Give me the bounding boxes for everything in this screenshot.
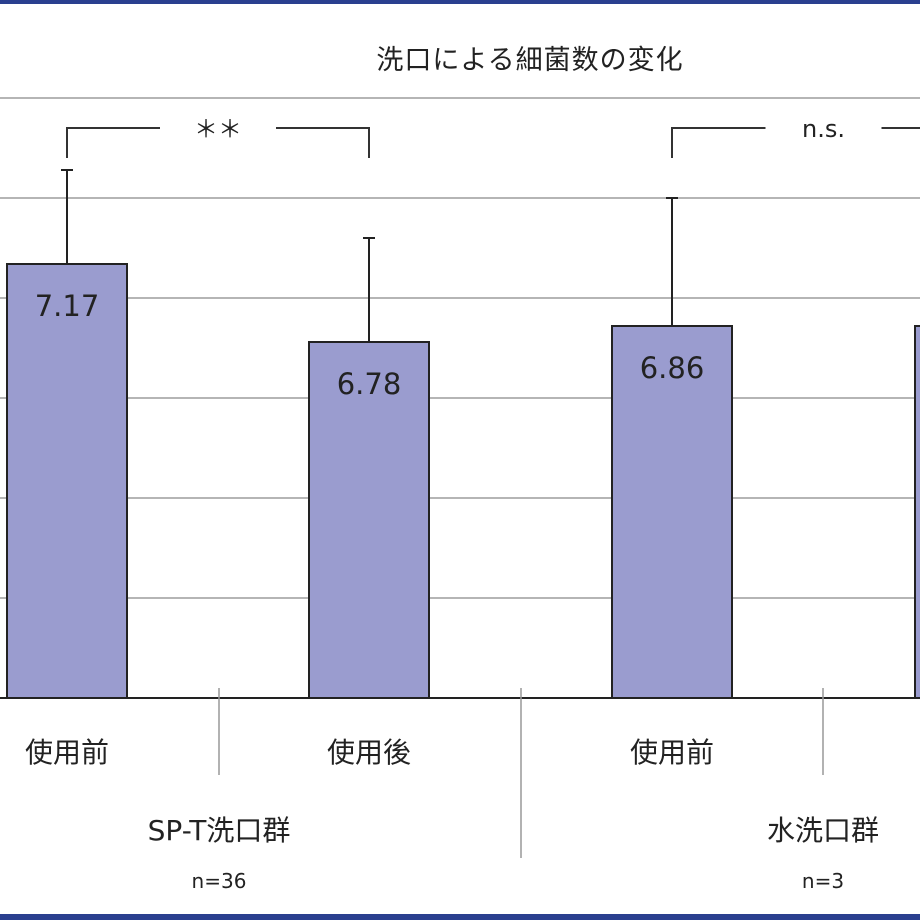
significance-bracket-left [671,127,766,158]
sample-size-label: n=3 [802,869,844,893]
significance-bracket-right [276,127,370,158]
value-label: 6.86 [640,351,705,385]
chart-title: 洗口による細菌数の変化 [376,45,684,76]
sample-size-label: n=36 [192,869,247,893]
bar [6,263,128,699]
x-tick-label: 使用前 [25,736,109,769]
group-label: 水洗口群 [767,814,879,847]
significance-bracket-left [66,127,160,158]
x-tick-label: 使用後 [327,736,411,769]
bar [308,341,430,699]
bottom-border [0,914,920,920]
significance-label: ＊＊ [194,115,242,143]
significance-bracket-right [881,127,920,129]
top-border [0,0,920,4]
significance-label: n.s. [802,115,845,143]
value-label: 6.78 [337,367,402,401]
value-label: 7.17 [35,289,100,323]
group-label: SP-T洗口群 [148,814,291,847]
x-tick-label: 使用前 [630,736,714,769]
bar [914,325,920,699]
